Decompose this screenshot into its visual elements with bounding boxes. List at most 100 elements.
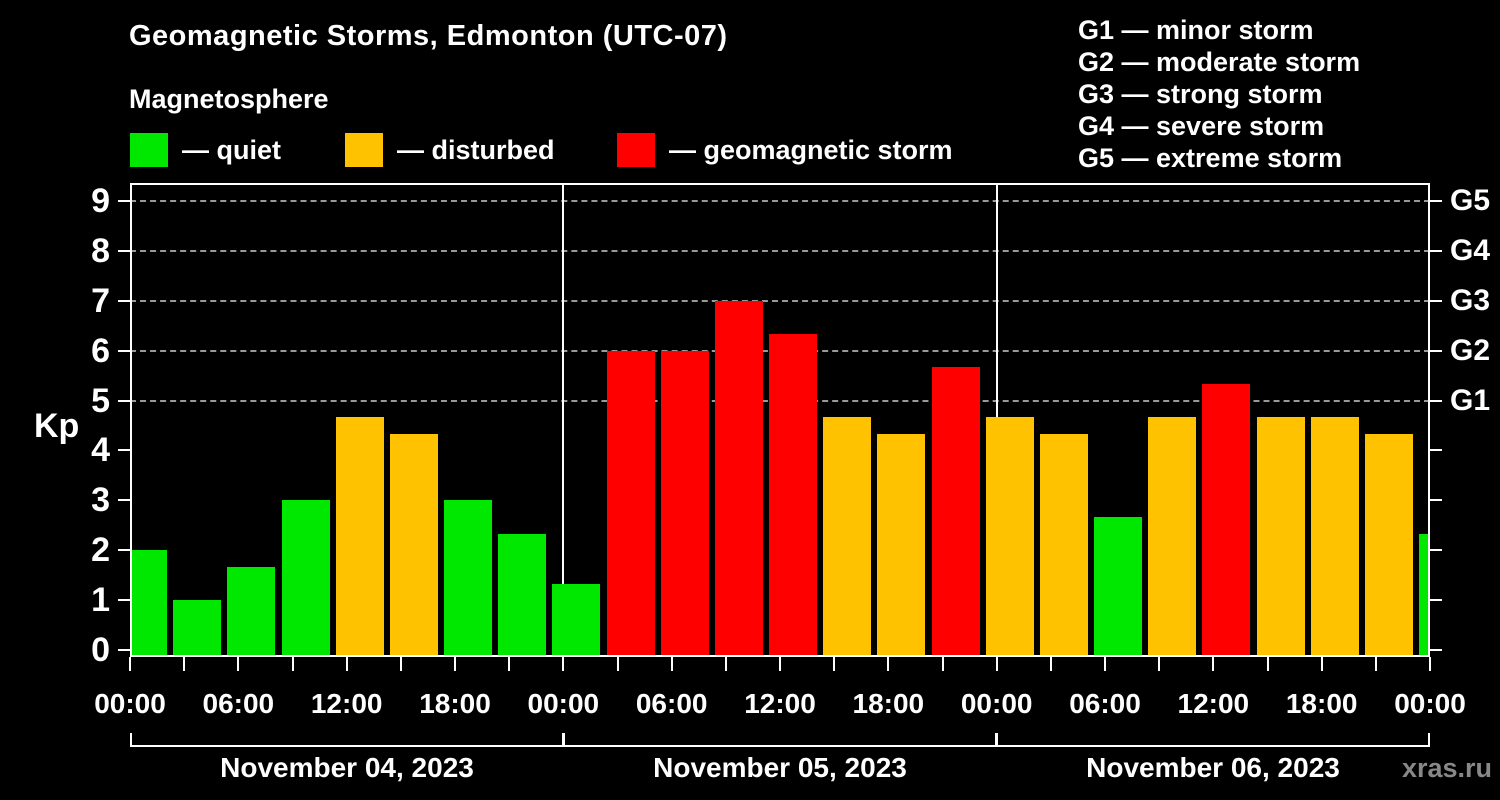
kp-bar xyxy=(552,583,601,657)
kp-bar xyxy=(1310,417,1359,657)
y-axis-tick-right xyxy=(1430,399,1442,402)
g-legend-row-g4: G4 — severe storm xyxy=(1078,111,1325,141)
y-axis-tick-left xyxy=(118,299,130,302)
g-legend-row-g2: G2 — moderate storm xyxy=(1078,47,1361,77)
plot-border-bottom xyxy=(130,655,1430,657)
g-axis-label-g4: G4 xyxy=(1450,233,1491,267)
chart-title: Geomagnetic Storms, Edmonton (UTC-07) xyxy=(129,20,728,52)
kp-bar xyxy=(877,433,926,657)
x-axis-label: 12:00 xyxy=(744,688,816,719)
legend-item-disturbed: — disturbed xyxy=(345,132,555,168)
g-axis-label-g2: G2 xyxy=(1450,333,1491,367)
kp-bar xyxy=(769,334,817,657)
legend-label-quiet: — quiet xyxy=(182,134,281,165)
kp-bar xyxy=(660,350,709,657)
x-axis-tick xyxy=(1374,657,1377,671)
x-axis-tick xyxy=(1429,657,1431,671)
kp-bar xyxy=(444,500,492,657)
legend-item-quiet: — quiet xyxy=(130,132,281,168)
y-axis-tick-right xyxy=(1430,200,1442,202)
legend-label-disturbed: — disturbed xyxy=(397,134,555,165)
kp-bar xyxy=(498,533,547,657)
g-axis-label-g1: G1 xyxy=(1450,383,1491,417)
kp-bar xyxy=(1419,533,1430,657)
x-axis-tick xyxy=(562,657,565,671)
x-axis-label: 06:00 xyxy=(635,688,708,719)
y-axis-label: 8 xyxy=(91,231,110,270)
x-axis-tick xyxy=(129,657,131,671)
y-axis-tick-right xyxy=(1430,649,1442,651)
x-axis-label: 00:00 xyxy=(527,688,600,719)
plot-border-top xyxy=(130,183,1430,185)
kp-bar xyxy=(1202,384,1251,657)
y-axis-tick-left xyxy=(118,549,130,552)
date-label-day2: November 05, 2023 xyxy=(653,752,907,783)
x-axis-tick xyxy=(1212,657,1215,671)
legend-item-storm: — geomagnetic storm xyxy=(617,132,953,168)
x-axis-tick xyxy=(454,657,456,671)
plot-border-left xyxy=(130,183,132,657)
x-axis-tick xyxy=(779,657,781,671)
y-axis-tick-left xyxy=(118,499,130,502)
watermark: xras.ru xyxy=(1401,753,1492,783)
date-bracket-day2 xyxy=(563,733,997,747)
x-axis-label: 18:00 xyxy=(852,688,925,719)
x-axis-tick xyxy=(291,657,294,671)
chart-subtitle: Magnetosphere xyxy=(129,84,329,114)
y-axis-label: 1 xyxy=(91,581,110,620)
x-axis-tick xyxy=(183,657,186,671)
x-axis-tick xyxy=(995,657,998,671)
x-axis-tick xyxy=(1320,657,1323,671)
y-axis-label: 6 xyxy=(91,331,110,370)
x-axis-label: 00:00 xyxy=(94,688,166,719)
y-axis-tick-left xyxy=(118,599,130,602)
x-axis-label: 18:00 xyxy=(1285,688,1358,719)
g-scale-legend: G1 — minor storm G2 — moderate storm G3 … xyxy=(1078,14,1360,174)
y-axis-tick-right xyxy=(1430,549,1442,552)
kp-bar xyxy=(931,367,980,657)
y-axis-tick-right xyxy=(1430,299,1442,302)
kp-bar xyxy=(1039,433,1088,657)
x-axis-label: 06:00 xyxy=(1069,688,1141,719)
x-axis-tick xyxy=(1104,657,1106,671)
x-axis-tick xyxy=(1266,657,1269,671)
g-axis-label-g5: G5 xyxy=(1450,184,1491,217)
kp-bar xyxy=(1364,433,1413,657)
y-axis-tick-right xyxy=(1430,349,1442,352)
y-axis-tick-right xyxy=(1430,499,1442,502)
y-axis-label: 2 xyxy=(91,531,110,570)
x-axis-tick xyxy=(1158,657,1161,671)
day-divider xyxy=(562,183,565,657)
kp-bar xyxy=(606,350,655,657)
kp-bar xyxy=(985,417,1034,657)
x-axis-tick xyxy=(616,657,619,671)
y-axis-tick-left xyxy=(118,249,130,252)
plot-area xyxy=(130,183,1430,657)
gridline-kp8 xyxy=(130,249,1430,252)
y-axis-label: 7 xyxy=(91,281,110,320)
kp-bar xyxy=(335,417,384,657)
y-axis-title: Kp xyxy=(34,407,80,445)
plot-border-right xyxy=(1428,183,1430,657)
date-bracket-day1 xyxy=(130,733,564,747)
kp-bar xyxy=(389,433,438,657)
x-axis-label: 06:00 xyxy=(202,688,275,719)
y-axis-tick-right xyxy=(1430,599,1442,602)
quiet-swatch-icon xyxy=(130,133,168,167)
x-axis-label: 00:00 xyxy=(1394,688,1466,719)
x-axis-label: 12:00 xyxy=(310,688,383,719)
x-axis-label: 18:00 xyxy=(419,688,491,719)
y-axis-tick-left xyxy=(118,649,130,651)
date-label-day3: November 06, 2023 xyxy=(1086,752,1340,783)
g-legend-row-g5: G5 — extreme storm xyxy=(1078,143,1343,173)
x-axis-tick xyxy=(887,657,890,671)
g-legend-row-g3: G3 — strong storm xyxy=(1078,79,1323,109)
y-axis-label: 9 xyxy=(91,182,110,220)
x-axis-tick xyxy=(508,657,511,671)
g-legend-row-g1: G1 — minor storm xyxy=(1078,15,1314,45)
kp-bar xyxy=(281,500,330,657)
y-axis-tick-left xyxy=(118,200,130,202)
x-axis-tick xyxy=(1049,657,1052,671)
g-axis-label-g3: G3 xyxy=(1450,283,1491,317)
x-axis-tick xyxy=(724,657,727,671)
